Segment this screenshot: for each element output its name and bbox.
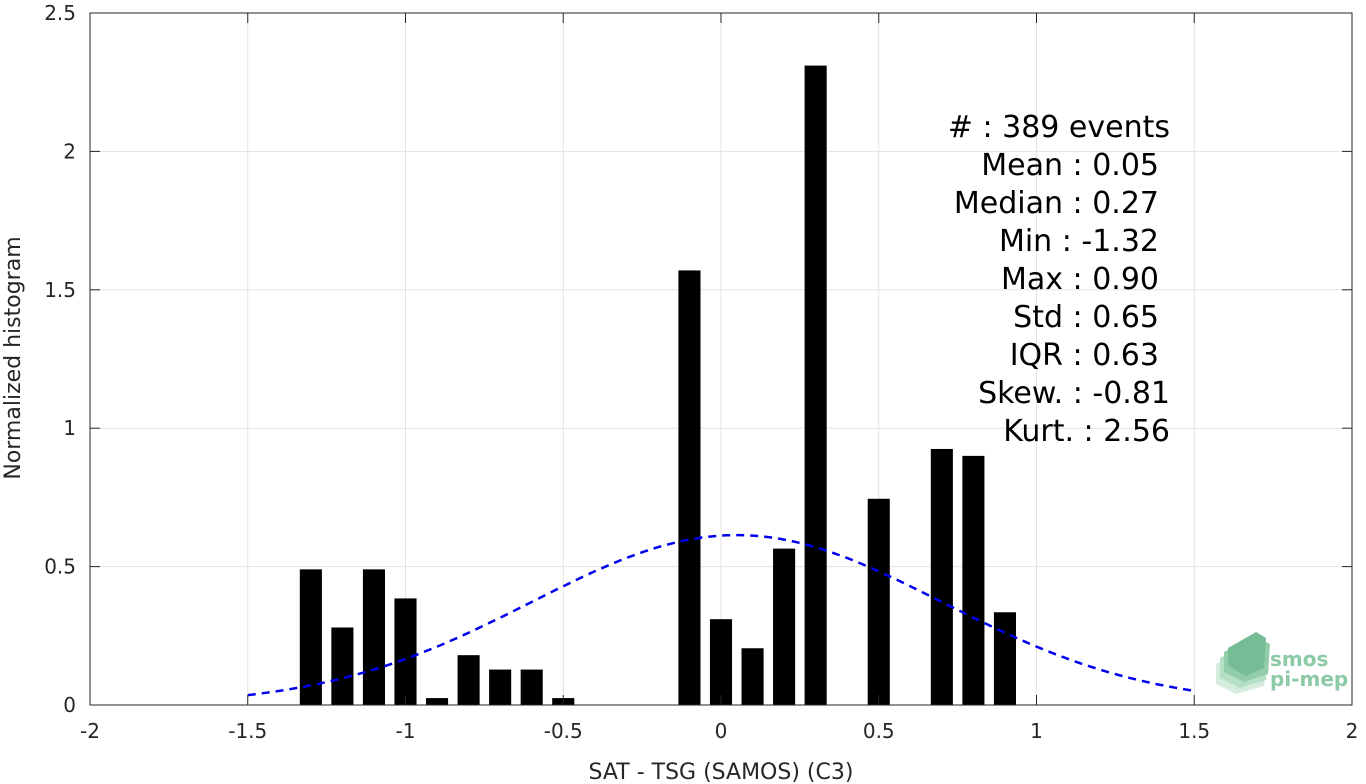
stats-line: Min : -1.32 — [999, 224, 1159, 259]
histogram-bar — [804, 65, 827, 706]
stats-line: Mean : 0.05 — [981, 148, 1159, 183]
histogram-bar — [299, 569, 322, 705]
histogram-bar — [426, 698, 449, 705]
y-tick-label: 1 — [63, 416, 76, 440]
smos-pi-mep-logo: smos pi-mep — [1216, 632, 1348, 694]
histogram-bar — [962, 455, 985, 705]
stats-line: Median : 0.27 — [954, 186, 1159, 221]
x-tick-label: -1.5 — [228, 719, 267, 743]
stats-line: Kurt. : 2.56 — [1003, 414, 1170, 449]
histogram-bar — [520, 669, 543, 705]
histogram-bar — [773, 548, 796, 705]
stats-line: # : 389 events — [948, 110, 1170, 145]
logo-line-2: pi-mep — [1270, 667, 1348, 691]
histogram-bar — [741, 648, 764, 705]
histogram-bars — [299, 65, 1016, 706]
y-tick-label: 1.5 — [44, 278, 76, 302]
y-tick-label: 2.5 — [44, 1, 76, 25]
histogram-bar — [489, 669, 512, 705]
x-axis-ticks: -2 -1.5 -1 -0.5 0 0.5 1 1.5 2 — [80, 13, 1358, 743]
x-tick-label: 1 — [1030, 719, 1043, 743]
histogram-bar — [678, 270, 701, 705]
histogram-bar — [362, 569, 385, 705]
histogram-bar — [867, 498, 890, 705]
stats-line: Skew. : -0.81 — [978, 376, 1170, 411]
y-tick-label: 0 — [63, 693, 76, 717]
histogram-bar — [457, 655, 480, 705]
histogram-bar — [331, 627, 354, 705]
x-axis-label: SAT - TSG (SAMOS) (C3) — [589, 760, 854, 784]
y-tick-label: 0.5 — [44, 555, 76, 579]
x-tick-label: -1 — [396, 719, 416, 743]
stats-line: Std : 0.65 — [1013, 300, 1159, 335]
x-tick-label: -2 — [80, 719, 100, 743]
x-tick-label: 2 — [1346, 719, 1359, 743]
stats-line: IQR : 0.63 — [1010, 338, 1159, 373]
y-tick-label: 2 — [63, 139, 76, 163]
logo-line-1: smos — [1270, 647, 1328, 671]
x-tick-label: -0.5 — [544, 719, 583, 743]
y-axis-label: Normalized histogram — [1, 236, 26, 479]
histogram-bar — [993, 612, 1016, 705]
x-tick-label: 0.5 — [863, 719, 895, 743]
histogram-bar — [709, 619, 733, 705]
layered-map-icon — [1216, 632, 1270, 694]
histogram-bar — [930, 448, 953, 705]
stats-line: Max : 0.90 — [1001, 262, 1159, 297]
y-axis-ticks: 0 0.5 1 1.5 2 2.5 — [44, 1, 1352, 717]
x-tick-label: 1.5 — [1178, 719, 1210, 743]
gaussian-fit-curve — [247, 533, 1195, 697]
histogram-bar — [394, 598, 417, 705]
x-tick-label: 0 — [715, 719, 728, 743]
